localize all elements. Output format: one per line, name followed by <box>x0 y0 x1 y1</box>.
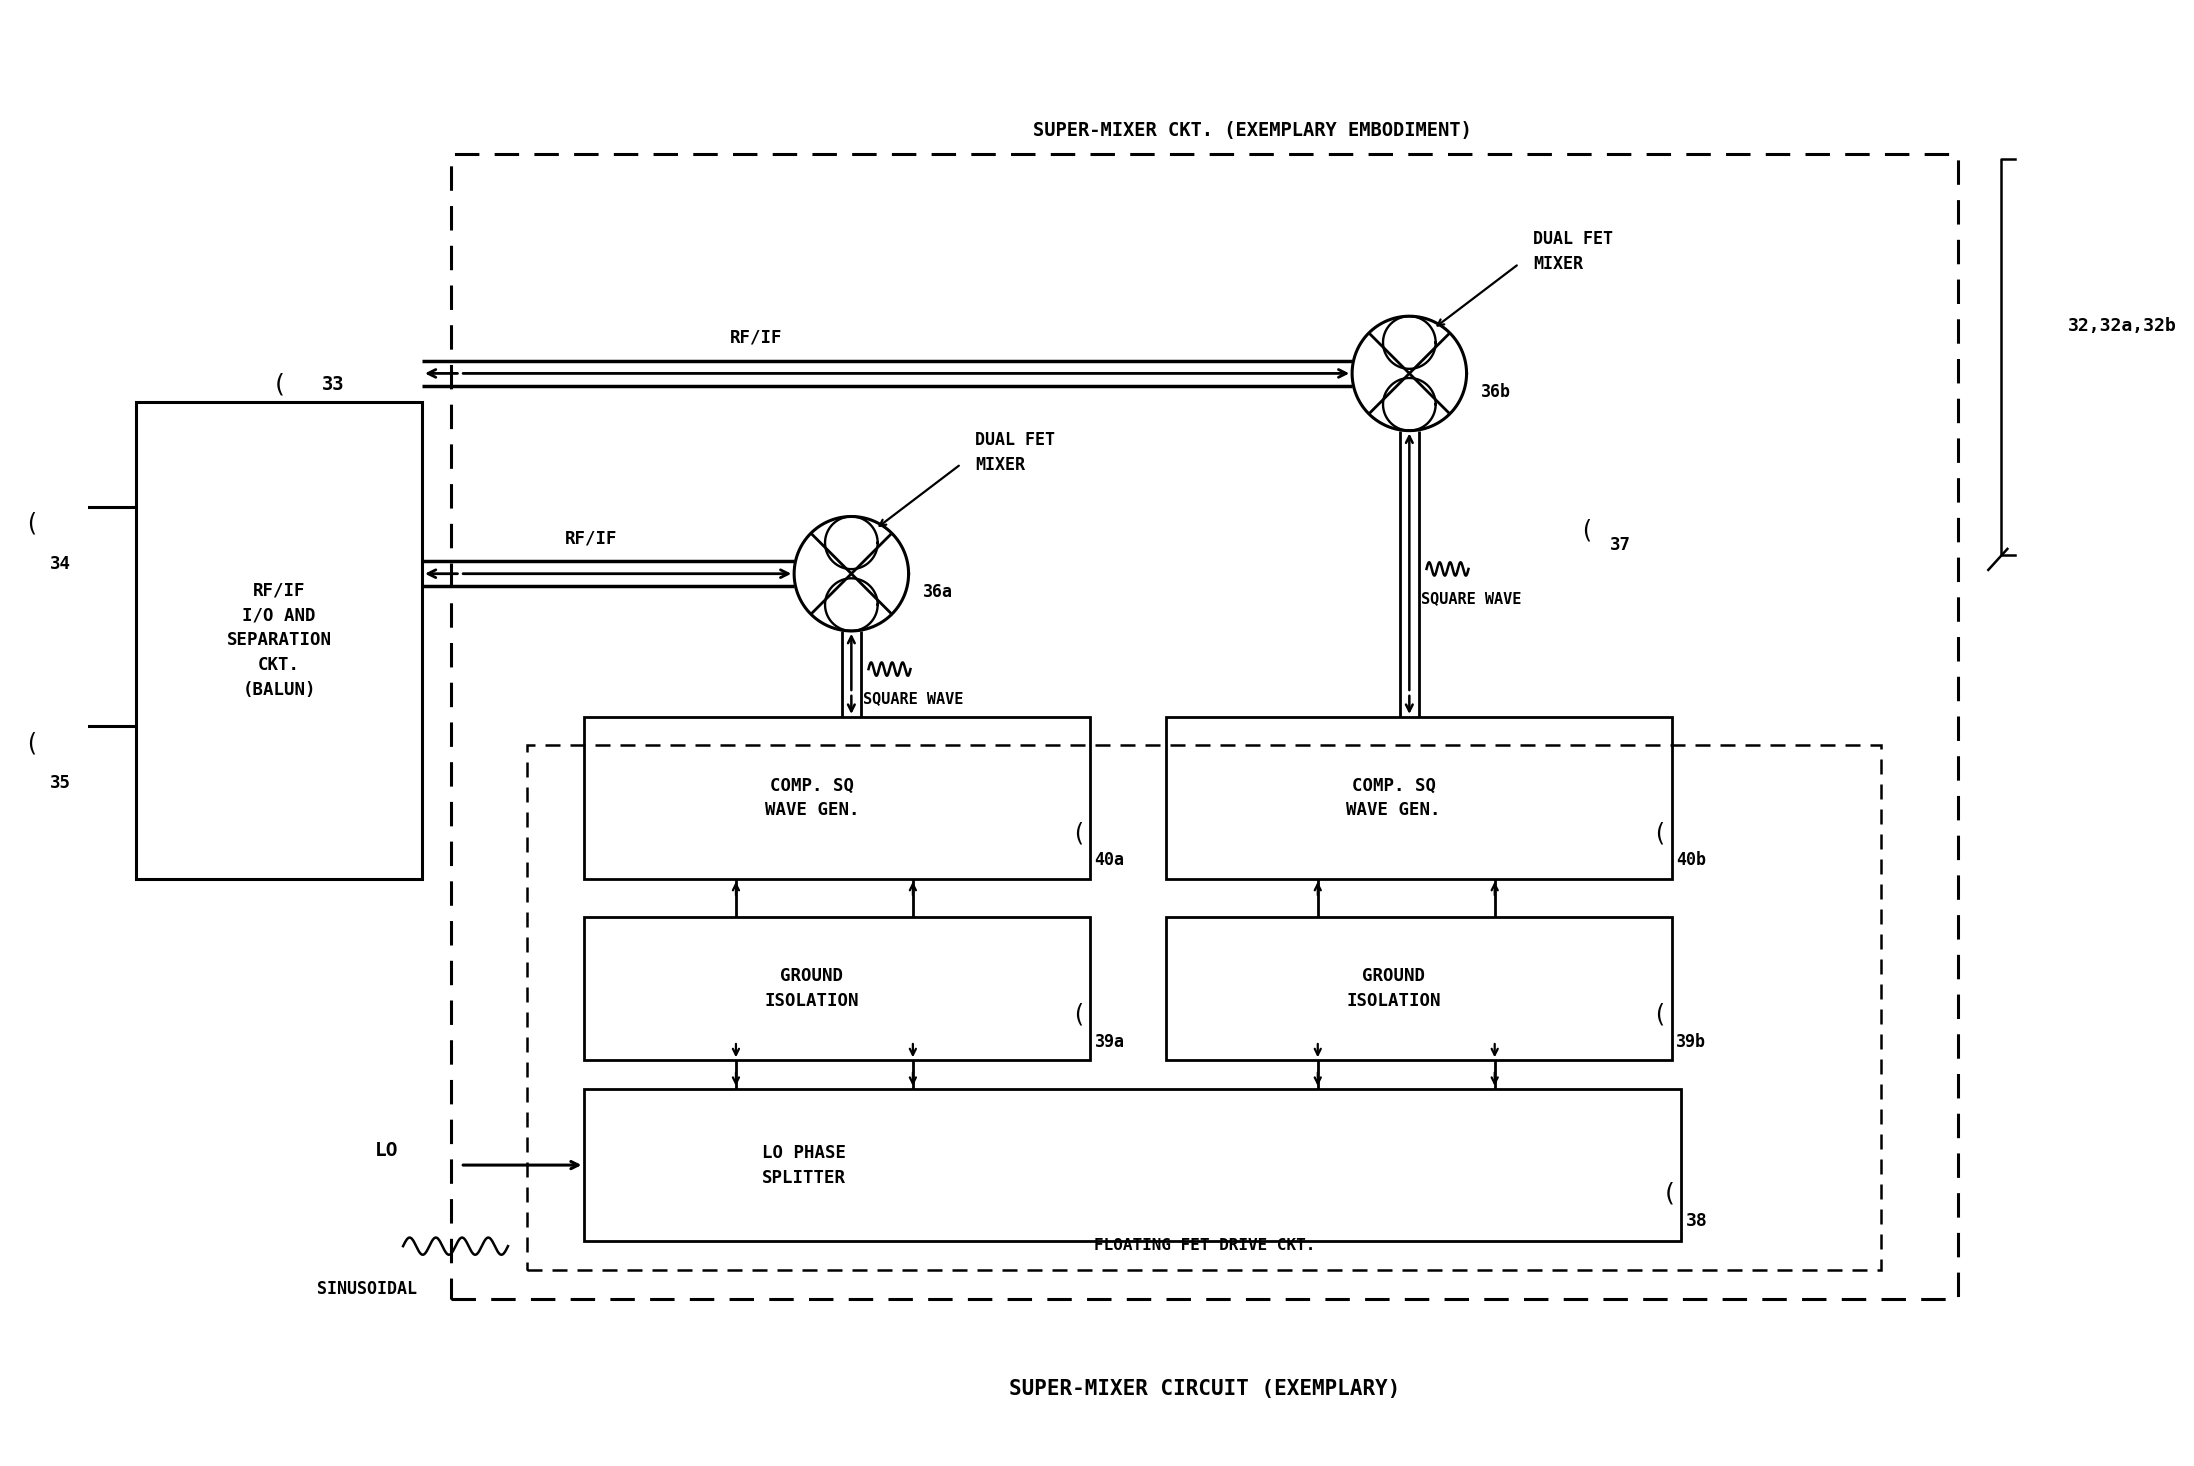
Text: 36a: 36a <box>924 583 952 601</box>
Text: SINUSOIDAL: SINUSOIDAL <box>318 1280 417 1297</box>
Text: DUAL FET
MIXER: DUAL FET MIXER <box>1534 230 1613 273</box>
Text: SQUARE WAVE: SQUARE WAVE <box>1422 591 1520 605</box>
Text: (: ( <box>1652 1003 1667 1026</box>
Text: COMP. SQ
WAVE GEN.: COMP. SQ WAVE GEN. <box>764 777 860 819</box>
Text: 39a: 39a <box>1095 1032 1126 1051</box>
Text: 36b: 36b <box>1481 383 1512 400</box>
Text: LO PHASE
SPLITTER: LO PHASE SPLITTER <box>761 1143 845 1186</box>
Text: GROUND
ISOLATION: GROUND ISOLATION <box>764 968 860 1010</box>
Text: (: ( <box>1071 821 1086 846</box>
Text: RF/IF: RF/IF <box>731 328 783 346</box>
Text: SQUARE WAVE: SQUARE WAVE <box>862 690 963 707</box>
Text: 32,32a,32b: 32,32a,32b <box>2067 317 2176 334</box>
Text: (: ( <box>24 732 37 755</box>
Text: 39b: 39b <box>1676 1032 1707 1051</box>
Text: 40a: 40a <box>1095 852 1126 869</box>
Text: (: ( <box>24 512 37 535</box>
Text: 34: 34 <box>50 554 70 573</box>
Text: (: ( <box>1580 519 1593 542</box>
Text: SUPER-MIXER CKT. (EXEMPLARY EMBODIMENT): SUPER-MIXER CKT. (EXEMPLARY EMBODIMENT) <box>1033 120 1472 139</box>
Text: RF/IF: RF/IF <box>566 529 619 547</box>
Text: RF/IF
I/O AND
SEPARATION
CKT.
(BALUN): RF/IF I/O AND SEPARATION CKT. (BALUN) <box>226 582 331 699</box>
Text: (: ( <box>1652 821 1667 846</box>
Text: (: ( <box>1661 1182 1676 1205</box>
Text: FLOATING FET DRIVE CKT.: FLOATING FET DRIVE CKT. <box>1093 1237 1314 1253</box>
Text: (: ( <box>272 372 287 396</box>
Text: 38: 38 <box>1685 1212 1707 1230</box>
Text: GROUND
ISOLATION: GROUND ISOLATION <box>1347 968 1441 1010</box>
Text: 40b: 40b <box>1676 852 1707 869</box>
Text: DUAL FET
MIXER: DUAL FET MIXER <box>976 431 1055 474</box>
Text: (: ( <box>1071 1003 1086 1026</box>
Text: SUPER-MIXER CIRCUIT (EXEMPLARY): SUPER-MIXER CIRCUIT (EXEMPLARY) <box>1009 1378 1400 1399</box>
Text: 35: 35 <box>50 774 70 792</box>
Text: LO: LO <box>375 1141 397 1160</box>
Text: 37: 37 <box>1610 537 1630 554</box>
Text: COMP. SQ
WAVE GEN.: COMP. SQ WAVE GEN. <box>1347 777 1441 819</box>
Text: 33: 33 <box>323 375 344 394</box>
